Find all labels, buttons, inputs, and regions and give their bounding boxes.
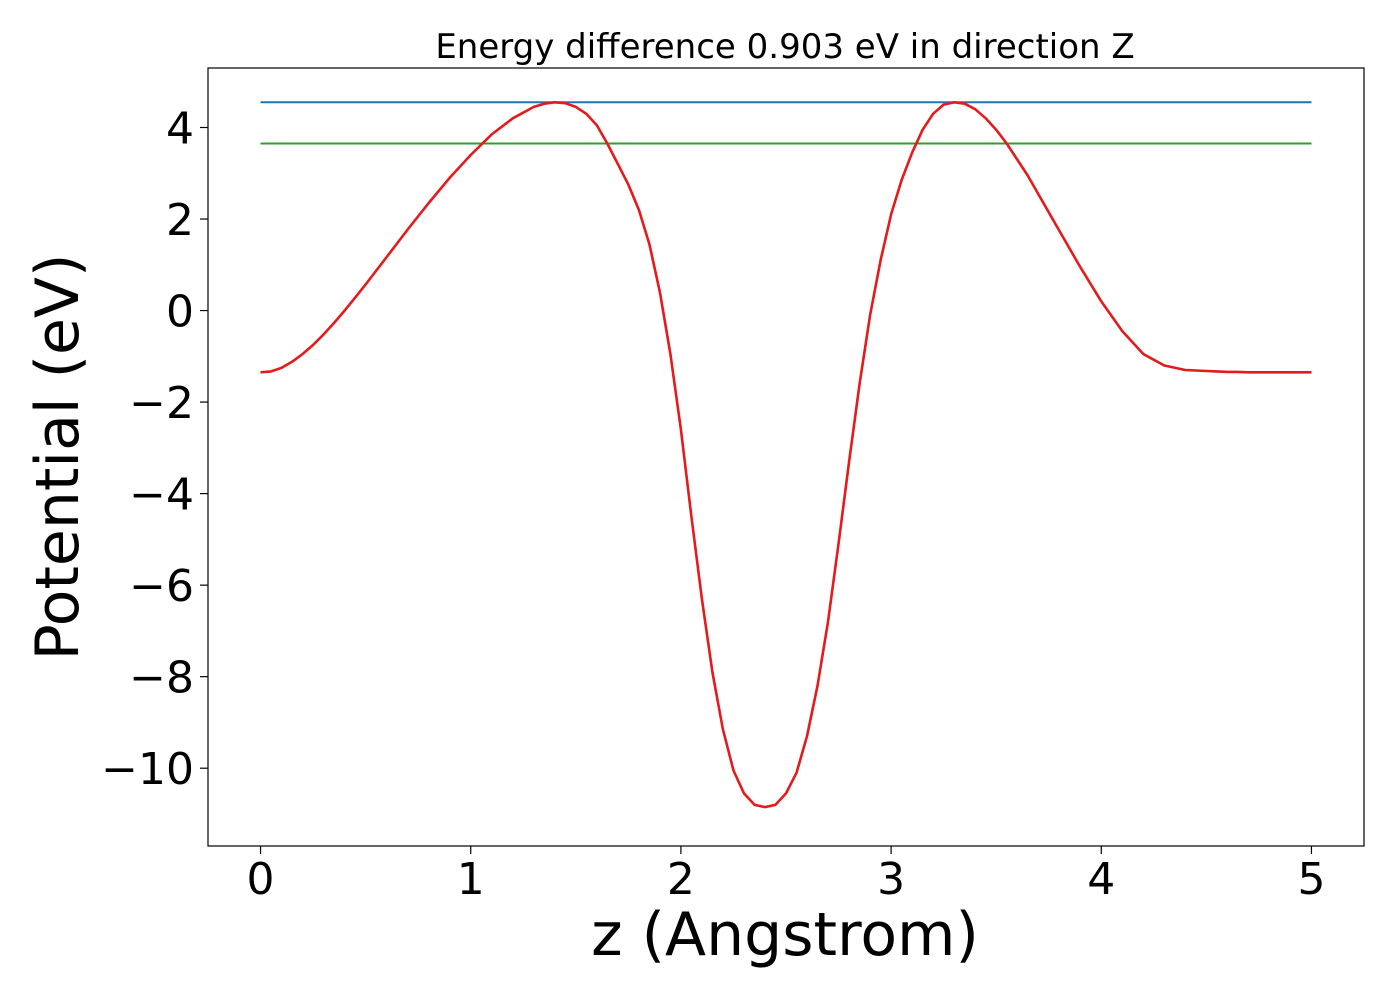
x-axis-label: z (Angstrom)	[591, 900, 979, 970]
x-tick-label: 0	[247, 854, 275, 905]
x-tick-label: 4	[1087, 854, 1115, 905]
y-tick-label: 0	[166, 287, 194, 338]
y-tick-label: −2	[129, 378, 194, 429]
chart-title: Energy difference 0.903 eV in direction …	[435, 27, 1134, 67]
y-tick-label: −10	[101, 744, 194, 795]
x-tick-label: 1	[457, 854, 485, 905]
y-tick-label: −6	[129, 561, 194, 612]
y-tick-label: 2	[166, 195, 194, 246]
series-layer	[260, 101, 1312, 809]
y-tick-label: 4	[166, 103, 194, 154]
y-axis-label: Potential (eV)	[23, 254, 93, 661]
y-tick-label: −4	[129, 470, 194, 521]
y-axis: 4 2 0 −2 −4 −6 −8 −10	[101, 103, 208, 795]
x-tick-label: 2	[667, 854, 695, 905]
plot-area-frame	[207, 67, 1365, 847]
series-line-3	[260, 101, 1312, 809]
x-axis: 0 1 2 3 4 5	[247, 846, 1325, 905]
x-tick-label: 3	[877, 854, 905, 905]
y-tick-label: −8	[129, 653, 194, 704]
x-tick-label: 5	[1297, 854, 1325, 905]
